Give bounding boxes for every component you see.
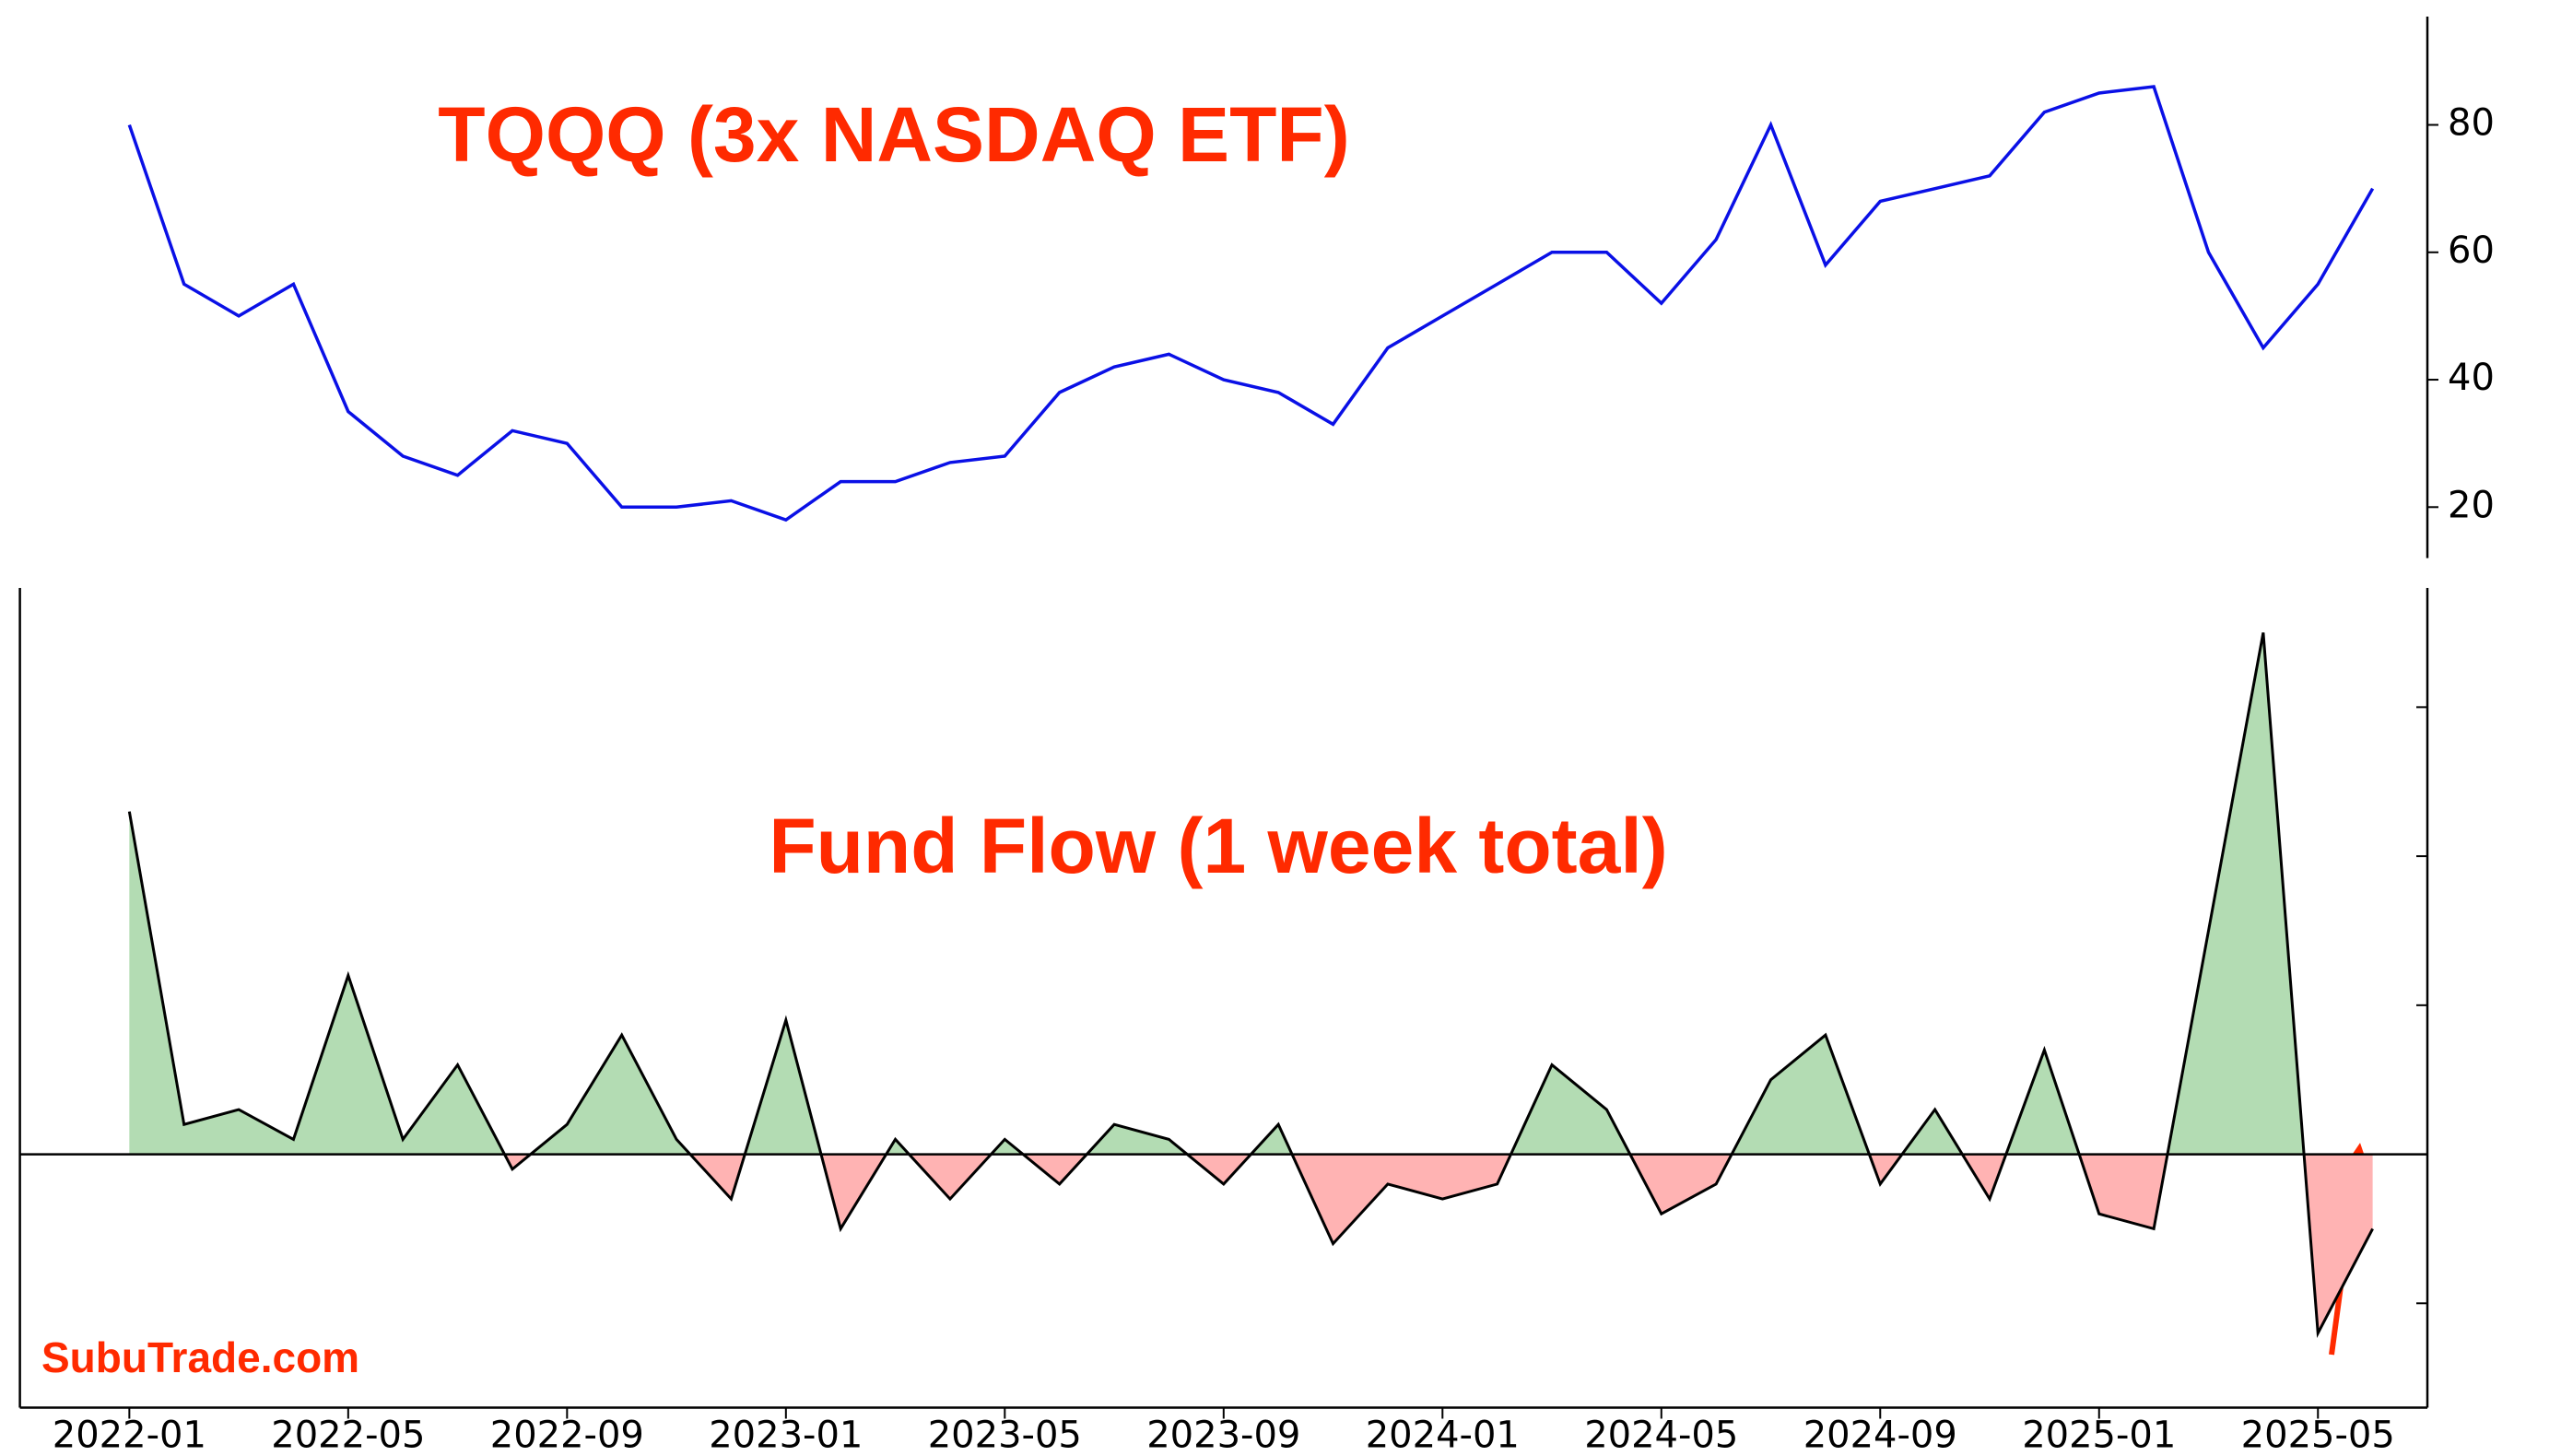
flow-area xyxy=(129,632,2373,1155)
flow-area xyxy=(504,1154,2373,1333)
x-tick-label: 2023-09 xyxy=(1146,1415,1300,1456)
flow-line xyxy=(127,632,2374,1338)
x-tick-label: 2023-01 xyxy=(709,1415,863,1456)
y-tick-label: 40 xyxy=(2448,357,2495,399)
chart-title: Fund Flow (1 week total) xyxy=(769,803,1667,889)
y-tick-label: 80 xyxy=(2448,102,2495,145)
x-tick-label: 2022-05 xyxy=(271,1415,425,1456)
x-tick-label: 2023-05 xyxy=(928,1415,1082,1456)
y-tick-label: 20 xyxy=(2448,484,2495,526)
y-tick-label: 60 xyxy=(2448,229,2495,272)
chart-title: TQQQ (3x NASDAQ ETF) xyxy=(438,91,1349,178)
x-tick-label: 2024-09 xyxy=(1803,1415,1957,1456)
x-tick-label: 2024-01 xyxy=(1366,1415,1520,1456)
x-tick-label: 2025-01 xyxy=(2022,1415,2176,1456)
x-tick-label: 2024-05 xyxy=(1584,1415,1738,1456)
x-tick-label: 2025-05 xyxy=(2241,1415,2395,1456)
price-line xyxy=(127,85,2375,523)
x-tick-label: 2022-01 xyxy=(53,1415,206,1456)
x-tick-label: 2022-09 xyxy=(490,1415,644,1456)
watermark: SubuTrade.com xyxy=(41,1333,359,1381)
